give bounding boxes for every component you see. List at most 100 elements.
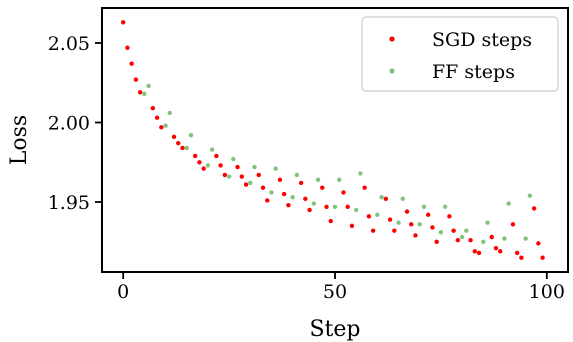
- ff-point-36: [523, 236, 528, 241]
- sgd-point-54: [493, 245, 499, 251]
- sgd-point-6: [154, 115, 160, 120]
- ff-point-13: [273, 166, 278, 171]
- ff-point-20: [353, 207, 359, 213]
- sgd-point-3: [133, 77, 139, 82]
- ff-point-22: [375, 212, 380, 217]
- sgd-point-44: [426, 212, 431, 217]
- sgd-point-53: [489, 234, 494, 240]
- ff-point-17: [315, 177, 321, 182]
- ff-point-10: [248, 180, 253, 186]
- sgd-point-61: [540, 255, 545, 260]
- ff-point-34: [502, 236, 507, 241]
- ff-point-28: [438, 230, 444, 235]
- sgd-point-25: [286, 203, 291, 208]
- ff-point-3: [167, 110, 172, 116]
- legend-label-ff: FF steps: [432, 61, 515, 83]
- sgd-point-41: [404, 209, 410, 214]
- sgd-point-58: [519, 255, 524, 260]
- sgd-point-60: [536, 241, 541, 246]
- ff-point-29: [442, 204, 448, 209]
- sgd-point-17: [235, 164, 240, 170]
- legend-box: [361, 16, 559, 92]
- ff-point-9: [231, 156, 236, 162]
- sgd-point-18: [239, 174, 244, 179]
- ff-point-7: [209, 147, 215, 152]
- sgd-point-42: [409, 222, 414, 227]
- sgd-point-31: [328, 218, 333, 224]
- ff-point-2: [163, 123, 168, 128]
- legend-label-sgd: SGD steps: [432, 29, 532, 51]
- sgd-point-49: [455, 237, 461, 243]
- ff-point-5: [188, 133, 194, 138]
- sgd-point-36: [366, 214, 372, 219]
- ff-point-30: [459, 234, 465, 240]
- ff-point-26: [417, 222, 422, 227]
- sgd-point-5: [150, 105, 156, 111]
- sgd-point-22: [265, 198, 270, 203]
- sgd-point-29: [320, 185, 325, 190]
- sgd-point-56: [510, 222, 516, 227]
- sgd-point-13: [201, 166, 206, 171]
- sgd-point-9: [176, 140, 181, 146]
- ff-point-32: [481, 239, 486, 244]
- sgd-point-19: [243, 182, 249, 187]
- y-tick-label-0: 1.95: [48, 192, 90, 214]
- ff-point-24: [396, 220, 401, 225]
- ff-point-23: [379, 195, 384, 200]
- ff-point-16: [311, 201, 317, 206]
- sgd-point-24: [281, 191, 287, 197]
- x-tick-label-0: 0: [117, 281, 129, 303]
- sgd-point-7: [159, 125, 164, 130]
- ff-point-35: [506, 201, 511, 206]
- sgd-point-46: [434, 239, 439, 244]
- sgd-point-15: [218, 163, 223, 168]
- ff-point-21: [358, 171, 363, 176]
- sgd-point-51: [472, 249, 477, 254]
- ff-point-25: [400, 196, 405, 202]
- ff-point-37: [527, 193, 533, 198]
- ff-point-4: [184, 145, 189, 151]
- ff-point-31: [464, 228, 469, 233]
- sgd-point-16: [222, 172, 228, 178]
- sgd-point-14: [214, 153, 219, 159]
- sgd-point-52: [476, 250, 482, 256]
- ff-point-14: [290, 195, 295, 200]
- sgd-point-28: [307, 207, 312, 213]
- ff-point-8: [226, 174, 232, 179]
- ff-point-11: [252, 164, 257, 170]
- y-axis-label: Loss: [7, 115, 32, 165]
- sgd-point-33: [345, 204, 350, 209]
- x-tick-label-1: 50: [323, 281, 347, 303]
- ff-point-18: [332, 204, 338, 209]
- sgd-point-0: [120, 20, 126, 25]
- ff-point-1: [146, 83, 151, 89]
- legend[interactable]: SGD steps FF steps: [361, 16, 559, 92]
- sgd-point-34: [349, 223, 355, 229]
- sgd-point-20: [256, 172, 261, 178]
- sgd-point-38: [383, 196, 389, 202]
- sgd-point-30: [324, 204, 329, 209]
- sgd-point-21: [260, 185, 266, 190]
- sgd-point-35: [362, 185, 367, 190]
- sgd-point-55: [498, 249, 503, 254]
- ff-point-12: [269, 190, 274, 195]
- x-tick-label-2: 100: [529, 281, 565, 303]
- sgd-point-43: [413, 233, 418, 238]
- y-tick-label-1: 2.00: [48, 113, 90, 135]
- sgd-point-50: [468, 237, 473, 243]
- sgd-point-26: [298, 180, 304, 186]
- ff-point-15: [294, 172, 300, 178]
- sgd-point-59: [531, 206, 537, 211]
- legend-marker-ff: [389, 68, 395, 74]
- x-axis-label: Step: [309, 317, 360, 342]
- sgd-point-2: [129, 61, 134, 66]
- sgd-point-48: [451, 228, 456, 233]
- ff-point-33: [485, 220, 490, 225]
- ff-point-6: [205, 163, 211, 168]
- sgd-point-45: [430, 225, 435, 230]
- sgd-point-8: [171, 134, 177, 140]
- ff-point-0: [142, 91, 147, 97]
- sgd-point-4: [137, 90, 143, 95]
- sgd-point-23: [277, 177, 283, 182]
